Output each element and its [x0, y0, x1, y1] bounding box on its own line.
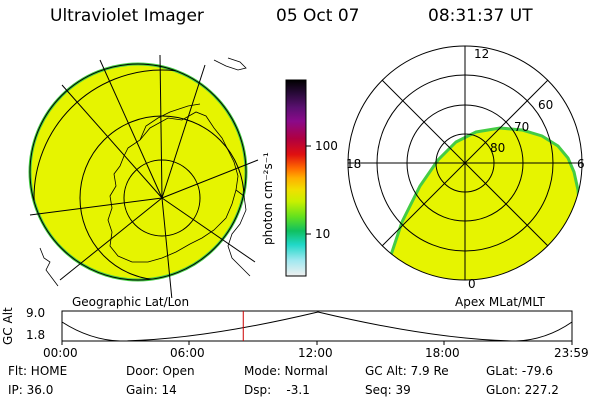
mlat-label-60: 60: [538, 98, 554, 112]
colorbar-tick-10: 10: [315, 227, 331, 241]
dsp-value: Dsp: -3.1: [244, 383, 310, 397]
mlt-label-noon: 12: [474, 47, 490, 61]
door-status: Door: Open: [126, 364, 195, 378]
longitude-lines: [29, 54, 259, 298]
mlat-label-80: 80: [490, 141, 506, 155]
polar-grid: [347, 45, 583, 281]
colorbar-unit-label: photon cm⁻²s⁻¹: [261, 152, 275, 245]
time-tick-2359: 23:59: [554, 346, 589, 360]
colorbar-tick-100: 100: [315, 139, 338, 153]
mlt-label-midnight: 0: [468, 277, 476, 291]
mode-status: Mode: Normal: [244, 364, 328, 378]
mlat-label-70: 70: [514, 120, 530, 134]
apex-panel: [347, 45, 583, 281]
ip-value: IP: 36.0: [8, 383, 54, 397]
altitude-tick-high: 9.0: [26, 306, 46, 320]
time-tick-1200: 12:00: [298, 346, 333, 360]
image-date: 05 Oct 07: [276, 6, 360, 26]
instrument-title: Ultraviolet Imager: [50, 6, 204, 26]
mlt-label-dawn: 6: [577, 157, 585, 171]
geographic-latitude: GLat: -79.6: [486, 364, 553, 378]
mlt-label-dusk: 18: [346, 157, 362, 171]
image-time: 08:31:37 UT: [428, 6, 533, 26]
gain-value: Gain: 14: [126, 383, 177, 397]
apex-caption: Apex MLat/MLT: [455, 295, 545, 309]
altitude-tick-low: 1.8: [26, 328, 46, 342]
uv-glow-region: [28, 62, 248, 282]
flight-status: Flt: HOME: [8, 364, 68, 378]
time-tick-0000: 00:00: [43, 346, 78, 360]
altitude-strip: [61, 310, 573, 345]
altitude-axis-label: GC Alt: [1, 307, 15, 345]
geographic-panel: [28, 54, 259, 298]
time-tick-0600: 06:00: [170, 346, 205, 360]
geographic-longitude: GLon: 227.2: [486, 383, 559, 397]
time-tick-1800: 18:00: [425, 346, 460, 360]
colorbar: [285, 79, 307, 277]
geographic-caption: Geographic Lat/Lon: [72, 295, 190, 309]
altitude-curve: [61, 311, 573, 342]
coastline: [107, 111, 239, 263]
gc-altitude: GC Alt: 7.9 Re: [365, 364, 449, 378]
auroral-glow: [388, 126, 582, 280]
sequence-number: Seq: 39: [365, 383, 411, 397]
